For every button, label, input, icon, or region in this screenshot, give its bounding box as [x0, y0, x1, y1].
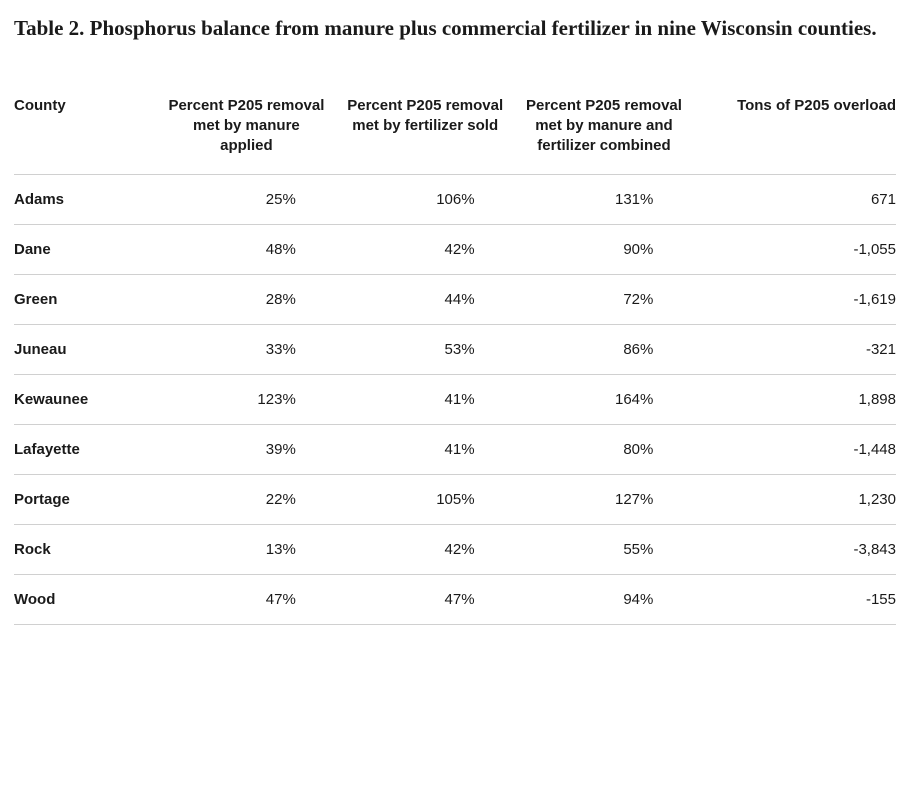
- cell-combined: 72%: [515, 275, 694, 325]
- cell-overload: -155: [693, 575, 896, 625]
- col-header-county: County: [14, 86, 157, 175]
- cell-fertilizer: 105%: [336, 475, 515, 525]
- cell-manure: 13%: [157, 525, 336, 575]
- table-row: Adams25%106%131%671: [14, 175, 896, 225]
- cell-fertilizer: 42%: [336, 525, 515, 575]
- cell-fertilizer: 42%: [336, 225, 515, 275]
- cell-county: Portage: [14, 475, 157, 525]
- table-row: Lafayette39%41%80%-1,448: [14, 425, 896, 475]
- table-row: Kewaunee123%41%164%1,898: [14, 375, 896, 425]
- cell-manure: 28%: [157, 275, 336, 325]
- cell-manure: 39%: [157, 425, 336, 475]
- cell-overload: -3,843: [693, 525, 896, 575]
- cell-county: Rock: [14, 525, 157, 575]
- table-header-row: County Percent P205 removal met by manur…: [14, 86, 896, 175]
- cell-fertilizer: 47%: [336, 575, 515, 625]
- cell-overload: -1,055: [693, 225, 896, 275]
- cell-combined: 80%: [515, 425, 694, 475]
- cell-fertilizer: 41%: [336, 375, 515, 425]
- col-header-fertilizer: Percent P205 removal met by fertilizer s…: [336, 86, 515, 175]
- table-row: Dane48%42%90%-1,055: [14, 225, 896, 275]
- cell-combined: 94%: [515, 575, 694, 625]
- cell-fertilizer: 44%: [336, 275, 515, 325]
- table-row: Wood47%47%94%-155: [14, 575, 896, 625]
- cell-county: Juneau: [14, 325, 157, 375]
- cell-manure: 33%: [157, 325, 336, 375]
- cell-combined: 127%: [515, 475, 694, 525]
- cell-overload: -321: [693, 325, 896, 375]
- table-row: Green28%44%72%-1,619: [14, 275, 896, 325]
- col-header-combined: Percent P205 removal met by manure and f…: [515, 86, 694, 175]
- cell-overload: 1,230: [693, 475, 896, 525]
- cell-county: Kewaunee: [14, 375, 157, 425]
- cell-overload: 1,898: [693, 375, 896, 425]
- phosphorus-table: County Percent P205 removal met by manur…: [14, 86, 896, 626]
- cell-manure: 22%: [157, 475, 336, 525]
- cell-county: Lafayette: [14, 425, 157, 475]
- table-row: Juneau33%53%86%-321: [14, 325, 896, 375]
- cell-overload: -1,619: [693, 275, 896, 325]
- cell-county: Dane: [14, 225, 157, 275]
- cell-fertilizer: 41%: [336, 425, 515, 475]
- cell-overload: 671: [693, 175, 896, 225]
- cell-combined: 164%: [515, 375, 694, 425]
- table-row: Portage22%105%127%1,230: [14, 475, 896, 525]
- cell-manure: 47%: [157, 575, 336, 625]
- cell-manure: 48%: [157, 225, 336, 275]
- cell-combined: 131%: [515, 175, 694, 225]
- cell-combined: 86%: [515, 325, 694, 375]
- col-header-overload: Tons of P205 overload: [693, 86, 896, 175]
- cell-fertilizer: 53%: [336, 325, 515, 375]
- cell-combined: 55%: [515, 525, 694, 575]
- col-header-manure: Percent P205 removal met by manure appli…: [157, 86, 336, 175]
- cell-county: Wood: [14, 575, 157, 625]
- cell-county: Adams: [14, 175, 157, 225]
- cell-fertilizer: 106%: [336, 175, 515, 225]
- cell-manure: 25%: [157, 175, 336, 225]
- cell-county: Green: [14, 275, 157, 325]
- cell-overload: -1,448: [693, 425, 896, 475]
- table-title: Table 2. Phosphorus balance from manure …: [14, 12, 896, 46]
- cell-manure: 123%: [157, 375, 336, 425]
- table-row: Rock13%42%55%-3,843: [14, 525, 896, 575]
- cell-combined: 90%: [515, 225, 694, 275]
